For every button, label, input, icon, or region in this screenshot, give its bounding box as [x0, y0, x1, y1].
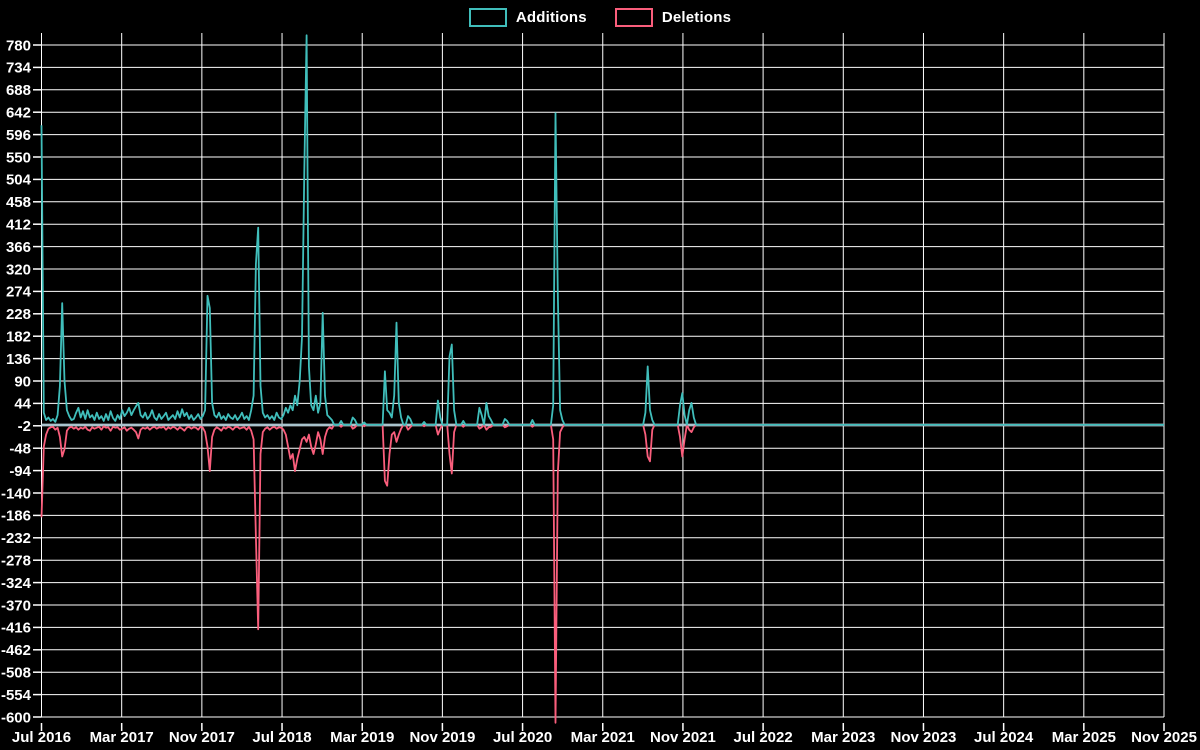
y-tick-label: -508 [1, 664, 31, 681]
additions-legend-label: Additions [515, 9, 587, 26]
y-tick-label: 136 [6, 351, 31, 368]
x-tick-label: Nov 2021 [650, 729, 716, 746]
y-tick-label: -2 [18, 418, 31, 435]
y-tick-label: -232 [1, 530, 31, 547]
y-tick-label: -554 [1, 687, 32, 704]
x-tick-label: Jul 2020 [493, 729, 552, 746]
y-tick-label: -370 [1, 597, 31, 614]
x-tick-label: Mar 2017 [90, 729, 154, 746]
y-tick-label: -462 [1, 642, 31, 659]
x-tick-label: Nov 2023 [891, 729, 957, 746]
legend-item-additions[interactable]: Additions [468, 8, 587, 27]
y-tick-label: 734 [6, 60, 32, 77]
x-tick-label: Jul 2016 [12, 729, 71, 746]
x-tick-label: Mar 2023 [811, 729, 875, 746]
x-tick-label: Jul 2018 [252, 729, 311, 746]
additions-line [40, 34, 1164, 426]
y-tick-label: 688 [6, 82, 31, 99]
y-tick-label: -416 [1, 620, 31, 637]
x-tick-label: Nov 2017 [169, 729, 235, 746]
y-tick-label: 228 [6, 306, 31, 323]
y-tick-label: -324 [1, 575, 32, 592]
y-tick-label: -278 [1, 552, 31, 569]
chart-legend: Additions Deletions [0, 8, 1200, 27]
x-tick-label: Nov 2025 [1131, 729, 1197, 746]
deletions-legend-label: Deletions [661, 9, 732, 26]
y-tick-label: -94 [9, 463, 31, 480]
y-tick-label: 780 [6, 37, 31, 54]
y-tick-label: 504 [6, 172, 32, 189]
y-tick-label: 366 [6, 239, 31, 256]
x-tick-label: Mar 2019 [330, 729, 394, 746]
y-tick-label: 596 [6, 127, 31, 144]
y-tick-label: 412 [6, 216, 31, 233]
y-tick-label: -140 [1, 485, 31, 502]
x-tick-label: Jul 2022 [733, 729, 792, 746]
y-tick-label: 182 [6, 328, 31, 345]
x-tick-label: Mar 2025 [1052, 729, 1116, 746]
y-tick-label: -48 [9, 440, 31, 457]
legend-item-deletions[interactable]: Deletions [614, 8, 732, 27]
y-tick-label: 320 [6, 261, 31, 278]
y-tick-label: -186 [1, 508, 31, 525]
y-tick-label: 44 [14, 396, 31, 413]
y-tick-label: -600 [1, 709, 31, 726]
y-tick-label: 458 [6, 194, 31, 211]
y-tick-label: 550 [6, 149, 31, 166]
y-tick-label: 642 [6, 104, 31, 121]
x-tick-label: Mar 2021 [571, 729, 635, 746]
y-tick-label: 90 [14, 373, 31, 390]
deletions-swatch-icon [614, 8, 653, 27]
y-tick-label: 274 [6, 284, 32, 301]
additions-swatch-icon [468, 8, 507, 27]
x-tick-label: Nov 2019 [409, 729, 475, 746]
x-tick-label: Jul 2024 [974, 729, 1034, 746]
